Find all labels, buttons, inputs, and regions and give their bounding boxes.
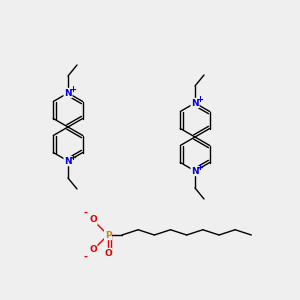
Text: O: O <box>104 248 112 257</box>
Text: +: + <box>70 85 76 94</box>
Text: +: + <box>196 94 203 103</box>
Text: -: - <box>84 252 88 262</box>
Text: +: + <box>70 152 76 161</box>
Text: P: P <box>105 230 111 239</box>
Text: O: O <box>89 215 97 224</box>
Text: N: N <box>191 167 199 176</box>
Text: +: + <box>196 163 203 172</box>
Text: N: N <box>64 88 72 98</box>
Text: N: N <box>64 157 72 166</box>
Text: -: - <box>84 208 88 218</box>
Text: N: N <box>191 98 199 107</box>
Text: O: O <box>89 245 97 254</box>
